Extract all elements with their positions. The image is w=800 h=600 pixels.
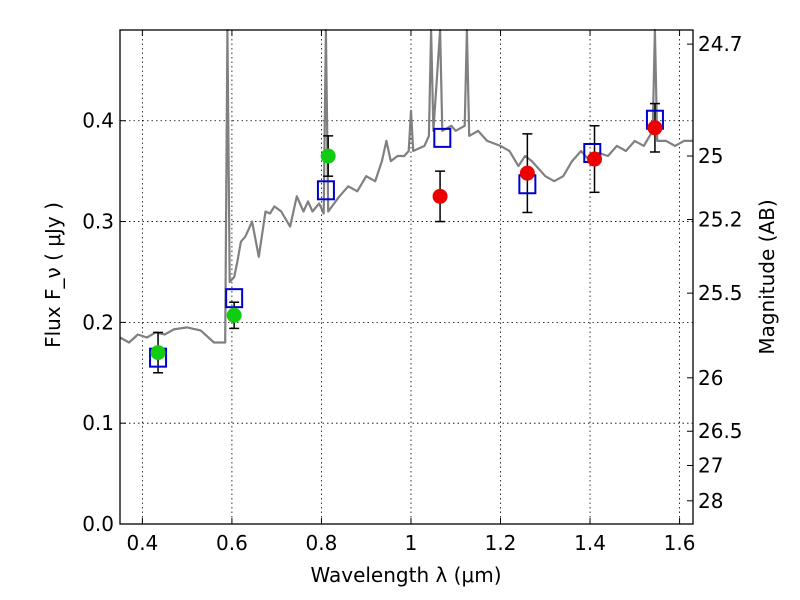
spectrum-line (119, 28, 693, 344)
x-tick-label: 0.8 (306, 531, 338, 555)
x-tick-label: 1.2 (485, 531, 517, 555)
model-box-marker (225, 288, 244, 309)
red-data-point (519, 165, 535, 181)
plot-area-frame (119, 29, 694, 525)
y-tick-label: 0.2 (82, 310, 114, 334)
right-tick-label: 25.5 (698, 281, 743, 305)
y-tick-label: 0.0 (82, 512, 114, 536)
x-axis-label: Wavelength λ (μm) (310, 563, 501, 587)
right-tick-label: 25 (698, 144, 723, 168)
red-data-point (647, 120, 663, 136)
right-tick-label: 28 (698, 489, 723, 513)
green-data-point (320, 148, 336, 164)
spectrum-series (119, 28, 693, 344)
right-tick-label: 26 (698, 366, 723, 390)
x-tick-label: 1.4 (574, 531, 606, 555)
right-tick-label: 25.2 (698, 208, 743, 232)
right-axis-label: Magnitude (AB) (755, 199, 779, 354)
photometry-markers (149, 102, 664, 374)
right-tick-label: 26.5 (698, 419, 743, 443)
y-tick-label: 0.1 (82, 411, 114, 435)
x-tick-label: 1.6 (664, 531, 696, 555)
model-box-marker (433, 127, 452, 148)
x-tick-label: 0.6 (216, 531, 248, 555)
red-data-point (587, 151, 603, 167)
red-data-point (432, 188, 448, 204)
axis-ticks: 0.4 0.6 0.8 1 1.2 1.4 1.6 0.0 0.1 0.2 0.3 0.4 24.7 25… (82, 30, 743, 555)
y-tick-label: 0.3 (82, 210, 114, 234)
right-tick-label: 27 (698, 454, 723, 478)
x-tick-label: 0.4 (126, 531, 158, 555)
green-data-point (150, 345, 166, 361)
green-data-point (226, 307, 242, 323)
right-tick-label: 24.7 (698, 32, 743, 56)
y-axis-label: Flux F_ν ( μJy ) (41, 202, 65, 348)
model-box-marker (316, 180, 335, 201)
grid-lines (120, 30, 693, 525)
x-tick-label: 1 (405, 531, 418, 555)
y-tick-label: 0.4 (82, 109, 114, 133)
